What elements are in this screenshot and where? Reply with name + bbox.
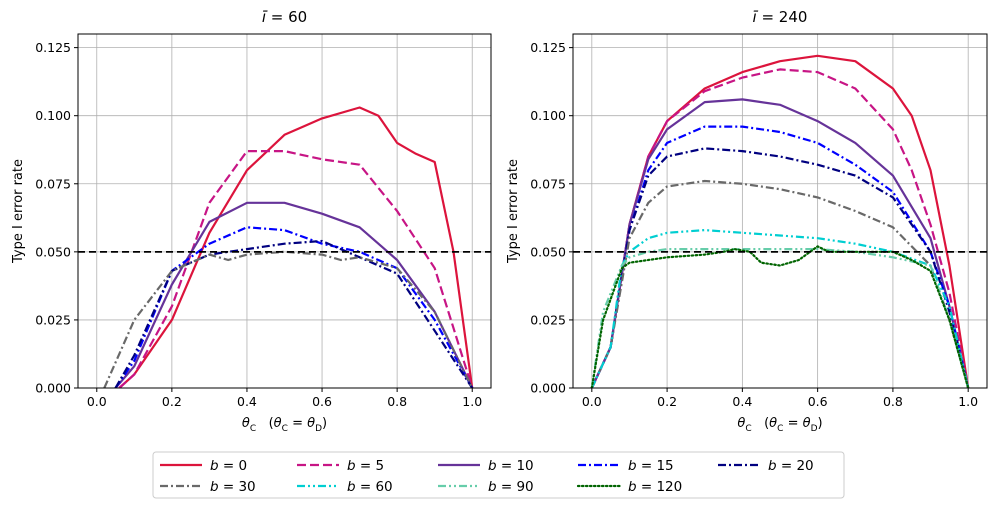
series-line-b-5: [118, 150, 474, 388]
y-axis-label: Type I error rate: [506, 159, 521, 264]
x-tick-label: 0.0: [87, 394, 107, 409]
panel-1: 0.0 0.2 0.4 0.6 0.8 1.0 0.000 0.025 0.050 0.075 0.…: [11, 8, 492, 434]
x-tick-label: 0.4: [732, 394, 752, 409]
y-tick-label: 0.100: [35, 108, 71, 123]
y-tick-label: 0.050: [35, 244, 71, 259]
series-line-b-10: [590, 98, 970, 388]
y-tick-label: 0.075: [530, 176, 566, 191]
series-line-b-90: [590, 248, 970, 388]
y-tick-label: 0.000: [35, 381, 71, 396]
legend: b = 0 b = 5 b = 10 b = 15 b = 20 b = 30 b = 60…: [152, 451, 845, 499]
series-line-b-30: [590, 179, 970, 388]
x-tick-label: 0.6: [312, 394, 332, 409]
x-tick-label: 0.0: [582, 394, 602, 409]
y-tick-label: 0.025: [530, 312, 566, 327]
y-tick-label: 0.000: [530, 381, 566, 396]
series-line-b-30: [103, 250, 474, 388]
series-line-b-15: [590, 125, 970, 388]
legend-label-b-60: b = 60: [347, 479, 393, 495]
legend-label-b-0: b = 0: [210, 458, 247, 474]
x-axis-label: θC (θC = θD): [737, 416, 822, 434]
series-line-b-20: [114, 239, 474, 388]
legend-label-b-30: b = 30: [210, 479, 256, 495]
y-tick-label: 0.050: [530, 244, 566, 259]
chart-title: ī = 240: [753, 8, 808, 26]
x-tick-label: 1.0: [958, 394, 978, 409]
series-line-b-60: [590, 229, 970, 388]
series-line-b-10: [114, 201, 474, 388]
y-tick-label: 0.025: [35, 312, 71, 327]
plot-area: [103, 106, 474, 388]
x-tick-label: 0.2: [657, 394, 677, 409]
x-tick-label: 0.8: [387, 394, 407, 409]
legend-label-b-15: b = 15: [628, 458, 674, 474]
legend-label-b-90: b = 90: [488, 479, 534, 495]
x-tick-label: 0.4: [237, 394, 257, 409]
axes-frame: [77, 33, 492, 389]
y-tick-label: 0.075: [35, 176, 71, 191]
x-tick-label: 0.8: [883, 394, 903, 409]
x-axis-label: θC (θC = θD): [242, 416, 327, 434]
series-line-b-20: [590, 147, 970, 388]
chart-title: ī = 60: [262, 8, 307, 26]
x-tick-label: 0.6: [808, 394, 828, 409]
series-line-b-0: [118, 106, 474, 388]
legend-label-b-10: b = 10: [488, 458, 534, 474]
y-axis-label: Type I error rate: [11, 159, 26, 264]
panel-2: 0.0 0.2 0.4 0.6 0.8 1.0 0.000 0.025 0.050 0.075 0.…: [506, 8, 988, 434]
axes-frame: [572, 33, 988, 389]
x-tick-label: 0.2: [162, 394, 182, 409]
plot-area: [590, 54, 970, 388]
legend-label-b-5: b = 5: [347, 458, 384, 474]
x-tick-label: 1.0: [462, 394, 482, 409]
y-tick-label: 0.125: [35, 40, 71, 55]
series-line-b-120: [590, 245, 970, 388]
y-tick-label: 0.100: [530, 108, 566, 123]
series-line-b-5: [590, 68, 970, 388]
legend-label-b-120: b = 120: [628, 479, 682, 495]
legend-label-b-20: b = 20: [768, 458, 814, 474]
y-tick-label: 0.125: [530, 40, 566, 55]
